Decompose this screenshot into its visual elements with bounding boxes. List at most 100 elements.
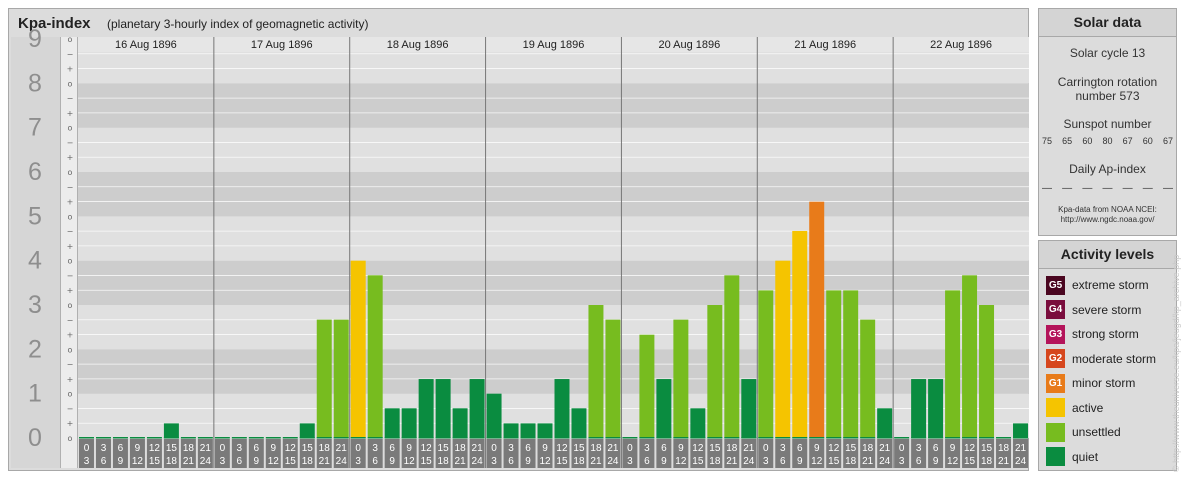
activity-level-item: G1 minor storm — [1046, 373, 1135, 393]
interval-start-label: 21 — [1015, 443, 1027, 454]
ap-value: — — [1162, 183, 1173, 194]
interval-box — [826, 439, 842, 468]
y-tick-label: 3 — [28, 291, 42, 319]
interval-box — [486, 439, 502, 468]
interval-start-label: 15 — [981, 443, 993, 454]
activity-level-item: G3 strong storm — [1046, 324, 1139, 344]
chart-title: Kpa-index — [18, 15, 91, 32]
interval-box — [996, 439, 1012, 468]
interval-start-label: 9 — [271, 443, 277, 454]
interval-end-label: 15 — [692, 456, 704, 467]
kpa-chart-panel: Kpa-index (planetary 3-hourly index of g… — [8, 8, 1029, 471]
interval-end-label: 3 — [763, 456, 769, 467]
interval-box — [945, 439, 961, 468]
day-label: 16 Aug 1896 — [115, 39, 177, 51]
interval-box — [707, 439, 723, 468]
interval-end-label: 15 — [828, 456, 840, 467]
interval-box — [452, 439, 468, 468]
sunspot-value: 60 — [1142, 136, 1153, 146]
kp-bar-base — [724, 437, 740, 439]
kp-bar-base — [962, 437, 978, 439]
activity-level-item: active — [1046, 398, 1103, 418]
kp-bar — [639, 334, 655, 438]
interval-end-label: 24 — [200, 456, 212, 467]
interval-end-label: 18 — [981, 456, 993, 467]
data-credit: Kpa-data from NOAA NCEI: http://www.ngdc… — [1039, 205, 1176, 225]
kp-bar — [690, 408, 706, 438]
kp-bar — [979, 305, 995, 438]
interval-start-label: 9 — [406, 443, 412, 454]
kp-bar-base — [554, 437, 570, 439]
ap-value: — — [1042, 183, 1052, 194]
interval-end-label: 6 — [372, 456, 378, 467]
interval-end-label: 12 — [404, 456, 416, 467]
activity-level-item: unsettled — [1046, 422, 1121, 442]
interval-start-label: 3 — [780, 443, 786, 454]
ap-index-values: — — — — — — — — [1042, 183, 1173, 194]
grid-band — [78, 127, 1029, 172]
kp-bar — [843, 290, 859, 438]
interval-start-label: 15 — [438, 443, 450, 454]
data-credit-link[interactable]: http://www.ngdc.noaa.gov/ — [1060, 215, 1155, 224]
y-minor-label: + — [67, 109, 74, 118]
interval-end-label: 18 — [845, 456, 857, 467]
y-tick-label: 5 — [28, 202, 42, 230]
activity-level-label: extreme storm — [1072, 278, 1149, 292]
interval-end-label: 24 — [336, 456, 348, 467]
activity-level-swatch: G4 — [1046, 300, 1065, 319]
interval-end-label: 12 — [675, 456, 687, 467]
interval-box — [809, 439, 825, 468]
activity-level-swatch: G2 — [1046, 349, 1065, 368]
interval-end-label: 18 — [166, 456, 178, 467]
interval-box — [775, 439, 791, 468]
interval-end-label: 18 — [438, 456, 450, 467]
grid-band — [78, 216, 1029, 261]
kp-bar-base — [214, 437, 230, 439]
kp-bar-base — [741, 437, 757, 439]
kp-bar — [316, 319, 332, 438]
interval-start-label: 15 — [709, 443, 721, 454]
day-label: 21 Aug 1896 — [794, 39, 856, 51]
kp-bar-base — [452, 437, 468, 439]
y-tick-label: 6 — [28, 158, 42, 186]
activity-level-swatch: G1 — [1046, 373, 1065, 393]
interval-box — [231, 439, 247, 468]
kp-bar-base — [79, 437, 94, 439]
kp-bar-base — [605, 437, 621, 439]
data-credit-line-1: Kpa-data from NOAA NCEI: — [1058, 205, 1157, 214]
ap-value: — — [1062, 183, 1073, 194]
day-label: 17 Aug 1896 — [251, 39, 313, 51]
kp-bar-base — [486, 437, 502, 439]
interval-end-label: 21 — [319, 456, 331, 467]
kp-bar-base — [520, 437, 536, 439]
interval-start-label: 21 — [200, 443, 212, 454]
interval-box — [979, 439, 995, 468]
sunspot-value: 67 — [1162, 136, 1173, 146]
interval-start-label: 9 — [135, 443, 141, 454]
interval-box — [384, 439, 400, 468]
kp-bar-base — [894, 437, 910, 439]
interval-start-label: 12 — [285, 443, 297, 454]
interval-start-label: 3 — [101, 443, 107, 454]
y-tick-label: 2 — [28, 335, 42, 363]
y-minor-label: − — [67, 183, 74, 192]
day-label: 19 Aug 1896 — [523, 39, 585, 51]
interval-box — [350, 439, 366, 468]
kp-bar-base — [112, 437, 128, 439]
interval-end-label: 24 — [879, 456, 891, 467]
kp-bar-base — [911, 437, 927, 439]
interval-end-label: 9 — [525, 456, 531, 467]
interval-box — [79, 439, 94, 468]
sunspot-value: 67 — [1122, 136, 1133, 146]
kp-bar-base — [809, 437, 825, 439]
activity-level-label: strong storm — [1072, 327, 1139, 341]
interval-box — [129, 439, 145, 468]
interval-start-label: 9 — [950, 443, 956, 454]
ap-value: — — [1102, 183, 1113, 194]
y-tick-label: 7 — [28, 114, 42, 142]
activity-level-item: G4 severe storm — [1046, 300, 1141, 320]
y-minor-label: − — [67, 50, 74, 59]
interval-box — [622, 439, 638, 468]
interval-box — [690, 439, 706, 468]
interval-start-label: 0 — [491, 443, 497, 454]
